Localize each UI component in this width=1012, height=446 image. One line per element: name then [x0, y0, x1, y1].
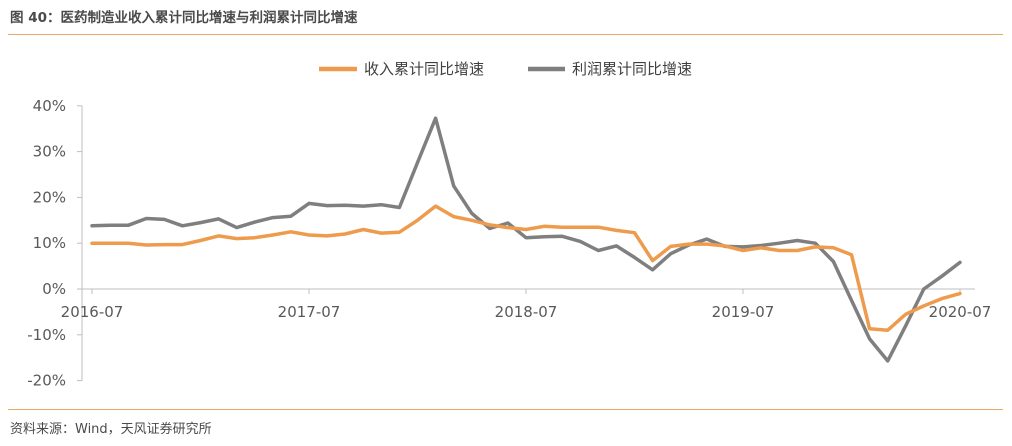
- bottom-rule: [8, 409, 1003, 410]
- y-tick-label: 0%: [42, 280, 66, 298]
- series-group: [90, 116, 962, 363]
- y-tick-label: -20%: [27, 372, 66, 390]
- y-tick-label: 20%: [33, 188, 66, 206]
- x-tick-label: 2020-07: [929, 303, 992, 321]
- x-axis: 2016-07 2017-07 2018-07 2019-07 2020-07: [61, 288, 992, 321]
- x-tick-label: 2016-07: [61, 303, 124, 321]
- y-tick-label: -10%: [27, 326, 66, 344]
- x-tick-label: 2017-07: [278, 303, 341, 321]
- chart-legend: 收入累计同比增速 利润累计同比增速: [319, 60, 692, 78]
- y-tick-label: 10%: [33, 234, 66, 252]
- legend-label-revenue: 收入累计同比增速: [364, 60, 484, 78]
- legend-label-profit: 利润累计同比增速: [572, 60, 692, 78]
- y-tick-label: 30%: [33, 143, 66, 161]
- top-rule: [8, 34, 1003, 35]
- x-tick-label: 2019-07: [712, 303, 775, 321]
- y-axis: -20% -10% 0% 10% 20% 30% 40%: [27, 97, 83, 390]
- figure-title: 图 40：医药制造业收入累计同比增速与利润累计同比增速: [10, 10, 358, 26]
- source-note: 资料来源：Wind，天风证券研究所: [10, 422, 212, 437]
- series-line-revenue: [90, 204, 962, 332]
- series-line-profit: [90, 116, 962, 363]
- x-tick-label: 2018-07: [495, 303, 558, 321]
- y-tick-label: 40%: [33, 97, 66, 115]
